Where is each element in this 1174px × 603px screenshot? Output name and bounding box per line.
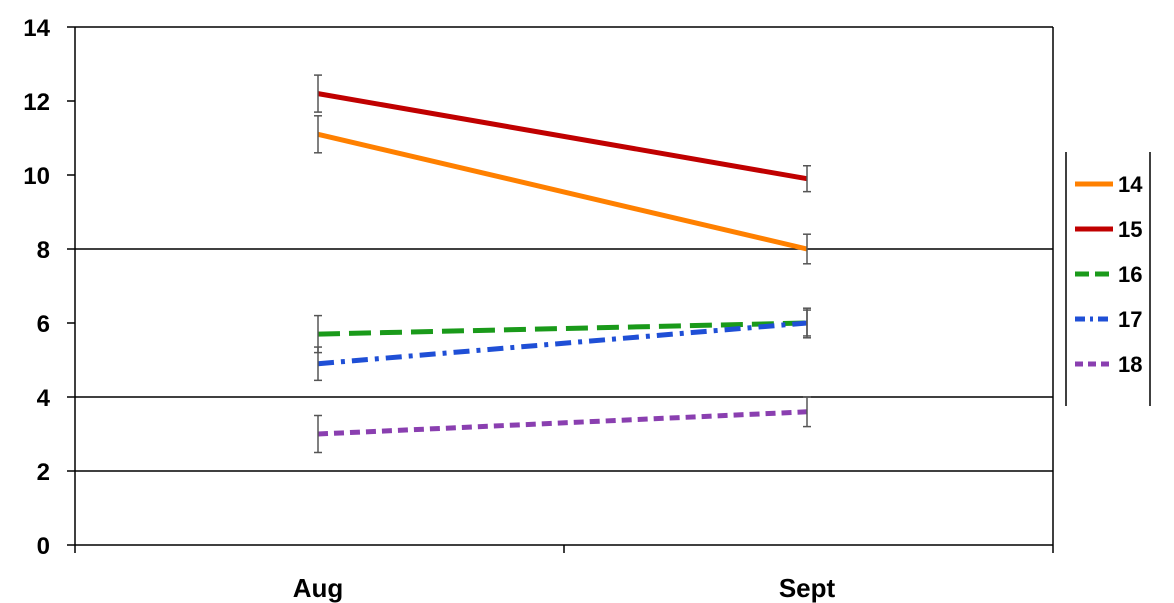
error-bar-18-sept — [803, 396, 811, 428]
gridlines — [75, 248, 1053, 472]
legend-label-17: 17 — [1118, 307, 1142, 332]
error-bar-18-aug — [314, 414, 322, 454]
axes — [67, 26, 1054, 553]
legend-label-18: 18 — [1118, 352, 1142, 377]
error-bar-14-aug — [314, 115, 322, 154]
y-tick-label-10: 10 — [23, 163, 50, 190]
series-line-14 — [317, 131, 808, 252]
series-line-16 — [317, 320, 808, 337]
legend-label-16: 16 — [1118, 262, 1142, 287]
legend-label-14: 14 — [1118, 172, 1143, 197]
series-line-18 — [317, 409, 808, 437]
series-line-15 — [317, 91, 808, 182]
legend: 14 15 16 17 18 — [1065, 152, 1151, 406]
y-tick-label-6: 6 — [37, 311, 50, 338]
series-lines — [317, 91, 808, 437]
x-tick-labels: Aug Sept — [293, 573, 836, 603]
x-tick-label-sept: Sept — [779, 573, 836, 603]
y-tick-label-8: 8 — [37, 237, 50, 264]
error-bar-15-aug — [314, 74, 322, 113]
y-tick-label-4: 4 — [37, 385, 51, 412]
error-bars — [314, 74, 811, 454]
error-bar-17-sept — [803, 307, 811, 339]
series-line-17 — [317, 320, 808, 367]
y-tick-labels: 0 2 4 6 8 10 12 14 — [23, 15, 50, 560]
y-tick-label-0: 0 — [37, 533, 50, 560]
error-bar-15-sept — [803, 165, 811, 193]
y-tick-label-2: 2 — [37, 459, 50, 486]
y-tick-label-14: 14 — [23, 15, 50, 42]
error-bar-14-sept — [803, 233, 811, 265]
y-tick-label-12: 12 — [23, 89, 50, 116]
x-tick-label-aug: Aug — [293, 573, 344, 603]
legend-label-15: 15 — [1118, 217, 1142, 242]
error-bar-17-aug — [314, 346, 322, 382]
